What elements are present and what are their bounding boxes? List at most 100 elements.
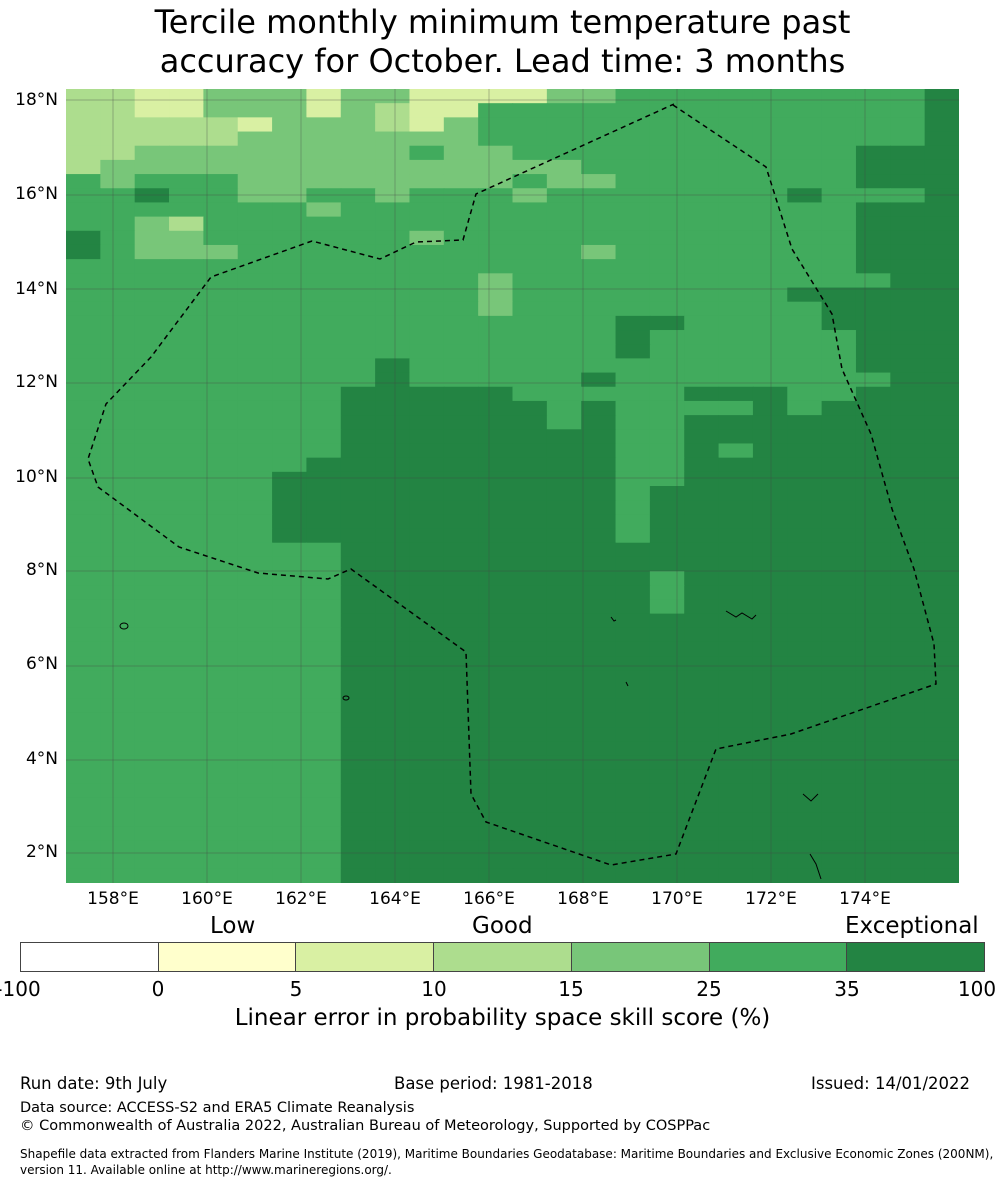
map-cell bbox=[855, 344, 891, 359]
map-cell bbox=[855, 202, 891, 218]
map-cell bbox=[272, 684, 308, 700]
map-cell bbox=[855, 315, 891, 331]
map-cell bbox=[890, 585, 926, 601]
map-cell bbox=[134, 514, 170, 530]
map-cell bbox=[203, 627, 239, 643]
map-cell bbox=[203, 755, 239, 771]
map-cell bbox=[649, 429, 685, 445]
map-cell bbox=[409, 627, 445, 643]
map-cell bbox=[752, 500, 788, 515]
map-cell bbox=[169, 741, 204, 756]
map-cell bbox=[787, 315, 823, 331]
map-cell bbox=[787, 755, 823, 771]
map-cell bbox=[890, 230, 926, 246]
map-cell bbox=[752, 159, 788, 175]
map-cell bbox=[649, 244, 685, 260]
map-cell bbox=[409, 443, 445, 459]
map-cell bbox=[409, 273, 445, 289]
colorbar-segment bbox=[433, 942, 571, 972]
map-cell bbox=[340, 344, 376, 359]
map-cell bbox=[581, 698, 617, 714]
map-cell bbox=[649, 259, 685, 274]
map-cell bbox=[66, 259, 101, 274]
map-cell bbox=[752, 826, 788, 842]
map-cell bbox=[409, 585, 445, 601]
map-cell bbox=[615, 571, 651, 586]
map-cell bbox=[821, 429, 857, 445]
map-cell bbox=[924, 656, 959, 671]
map-cell bbox=[718, 585, 754, 601]
map-cell bbox=[237, 287, 273, 303]
map-cell bbox=[203, 528, 239, 544]
map-cell bbox=[443, 712, 479, 728]
map-cell bbox=[375, 443, 411, 459]
map-cell bbox=[924, 712, 959, 728]
map-cell bbox=[237, 202, 273, 218]
map-cell bbox=[752, 755, 788, 771]
map-cell bbox=[340, 486, 376, 501]
map-cell bbox=[306, 188, 342, 204]
map-cell bbox=[924, 202, 959, 218]
map-cell bbox=[375, 727, 411, 742]
map-cell bbox=[272, 641, 308, 657]
map-cell bbox=[237, 103, 273, 118]
run-date: Run date: 9th July bbox=[20, 1074, 168, 1093]
map-cell bbox=[752, 585, 788, 601]
map-cell bbox=[512, 301, 548, 317]
map-cell bbox=[581, 727, 617, 742]
map-cell bbox=[512, 783, 548, 799]
map-cell bbox=[66, 599, 101, 615]
map-cell bbox=[718, 117, 754, 133]
map-cell bbox=[649, 741, 685, 756]
map-cell bbox=[615, 783, 651, 799]
map-cell bbox=[443, 429, 479, 445]
map-cell bbox=[409, 840, 445, 856]
map-cell bbox=[821, 89, 857, 104]
map-cell bbox=[718, 684, 754, 700]
map-cell bbox=[478, 117, 514, 133]
map-cell bbox=[203, 840, 239, 856]
map-cell bbox=[237, 400, 273, 416]
map-cell bbox=[237, 627, 273, 643]
map-cell bbox=[890, 783, 926, 799]
map-cell bbox=[306, 344, 342, 359]
map-cell bbox=[821, 571, 857, 586]
map-cell bbox=[855, 684, 891, 700]
map-cell bbox=[752, 670, 788, 686]
map-cell bbox=[890, 627, 926, 643]
map-cell bbox=[890, 500, 926, 515]
chart-title-line2: accuracy for October. Lead time: 3 month… bbox=[159, 42, 846, 80]
map-cell bbox=[718, 103, 754, 118]
map-cell bbox=[237, 471, 273, 487]
map-cell bbox=[752, 712, 788, 728]
map-cell bbox=[443, 599, 479, 615]
map-cell bbox=[306, 698, 342, 714]
map-cell bbox=[546, 727, 582, 742]
map-cell bbox=[752, 358, 788, 374]
map-cell bbox=[615, 230, 651, 246]
map-cell bbox=[237, 358, 273, 374]
colorbar-segment bbox=[295, 942, 434, 972]
map-cell bbox=[478, 315, 514, 331]
map-cell bbox=[134, 244, 170, 260]
map-cell bbox=[66, 117, 101, 133]
map-cell bbox=[649, 301, 685, 317]
map-graticule bbox=[66, 89, 959, 883]
map-cell bbox=[546, 868, 582, 883]
map-cell bbox=[649, 486, 685, 501]
map-cell bbox=[684, 457, 720, 473]
map-cell bbox=[306, 684, 342, 700]
map-cell bbox=[203, 188, 239, 204]
map-cell bbox=[272, 244, 308, 260]
lat-label-14n: 14°N bbox=[15, 279, 58, 299]
map-cell bbox=[375, 769, 411, 785]
map-cell bbox=[512, 244, 548, 260]
map-cell bbox=[134, 528, 170, 544]
map-cell bbox=[581, 216, 617, 232]
map-cell bbox=[66, 783, 101, 799]
map-cell bbox=[615, 259, 651, 274]
map-cell bbox=[66, 457, 101, 473]
map-cell bbox=[203, 741, 239, 756]
map-cell bbox=[512, 641, 548, 657]
map-cell bbox=[134, 783, 170, 799]
